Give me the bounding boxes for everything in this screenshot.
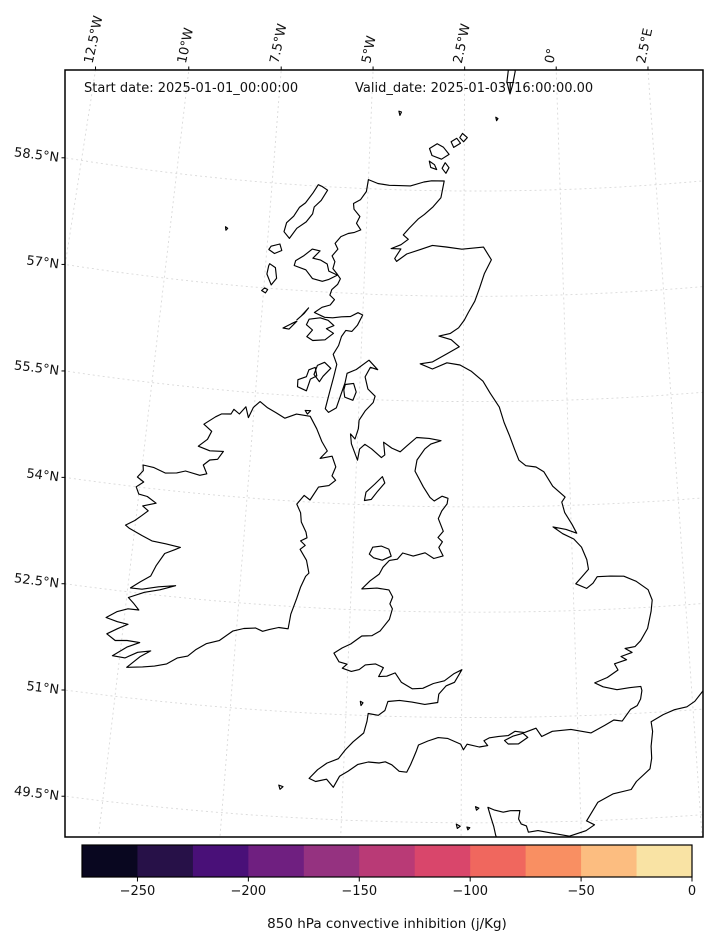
colorbar-segment xyxy=(82,845,138,877)
colorbar-segment xyxy=(248,845,305,877)
lat-tick-label: 57°N xyxy=(25,253,59,272)
gridline-meridian xyxy=(97,70,190,837)
longitude-axis: 12.5°W 10°W 7.5°W 5°W 2.5°W 0° 2.5°E xyxy=(82,14,656,70)
gridline-parallel xyxy=(65,795,703,824)
coastline-fair-isle xyxy=(495,116,499,122)
valid-date-title: Valid_date: 2025-01-03T16:00:00.00 xyxy=(355,81,594,96)
coastline-france-coast xyxy=(487,689,703,837)
colorbar-segment xyxy=(359,845,416,877)
colorbar-segment xyxy=(303,845,360,877)
coastline-coll xyxy=(296,307,310,321)
colorbar-segment xyxy=(414,845,471,877)
lon-tick-label: 7.5°W xyxy=(267,22,290,64)
coastline-islay xyxy=(296,366,318,392)
colorbar-tick-label: −150 xyxy=(341,884,377,899)
coastline-north-uist xyxy=(268,243,283,255)
colorbar: −250 −200 −150 −100 −50 0 xyxy=(81,844,696,899)
start-date-title: Start date: 2025-01-01_00:00:00 xyxy=(84,81,299,96)
plot-background xyxy=(65,70,703,837)
colorbar-segment xyxy=(581,845,638,877)
coastline-alderney xyxy=(474,806,480,811)
gridline-meridian xyxy=(65,70,96,269)
coastline-great-britain xyxy=(308,179,653,788)
coastline-rathlin xyxy=(304,409,312,415)
coastline-sark xyxy=(466,826,471,831)
gridline-parallel xyxy=(65,583,703,613)
coastline-skye xyxy=(293,248,338,282)
colorbar-tick-label: −250 xyxy=(120,884,156,899)
gridline-meridian xyxy=(555,70,582,837)
colorbar-segment xyxy=(470,845,527,877)
coastline-north-sea-islet xyxy=(398,110,403,116)
colorbar-segment xyxy=(636,845,693,877)
lat-tick-label: 52.5°N xyxy=(13,571,60,591)
colorbar-label: 850 hPa convective inhibition (j/Kg) xyxy=(267,916,507,932)
latitude-axis: 58.5°N 57°N 55.5°N 54°N 52.5°N 51°N 49.5°N xyxy=(13,145,65,804)
lon-tick-label: 10°W xyxy=(175,26,197,64)
coastline-orkney-ne-isle-2 xyxy=(459,132,468,143)
lat-tick-label: 54°N xyxy=(25,466,59,485)
coastline-orkney-mainland xyxy=(428,143,450,160)
gridline-meridian xyxy=(219,70,282,837)
axes-border xyxy=(64,69,704,838)
coastline-jura xyxy=(313,361,332,383)
colorbar-tick-label: −200 xyxy=(231,884,267,899)
coastline-shetland-south-tip xyxy=(506,70,516,95)
lat-tick-label: 49.5°N xyxy=(13,784,60,804)
lat-tick-label: 58.5°N xyxy=(13,145,60,165)
colorbar-tick-label: −100 xyxy=(452,884,488,899)
coastline-isle-of-man xyxy=(363,476,386,502)
gridline-parallel xyxy=(65,689,703,718)
gridline-meridian xyxy=(647,70,703,837)
coastline-isle-of-wight xyxy=(503,732,529,745)
colorbar-outline xyxy=(81,844,693,878)
gridline-parallel xyxy=(65,476,703,508)
coastline-lewis-harris xyxy=(283,184,329,239)
coastline-south-uist xyxy=(266,263,278,286)
coastline-barra xyxy=(261,287,269,294)
lat-tick-label: 51°N xyxy=(25,679,59,698)
lon-tick-label: 2.5°W xyxy=(451,22,474,64)
lon-tick-label: 0° xyxy=(542,47,560,65)
colorbar-tick-label: −50 xyxy=(567,884,594,899)
coastline-hoy xyxy=(428,160,438,171)
coastline-mull xyxy=(305,317,335,342)
gridline-meridian xyxy=(340,70,374,837)
coastline-south-ronaldsay xyxy=(441,162,450,174)
coastline-lundy xyxy=(359,700,364,707)
lon-tick-label: 2.5°E xyxy=(634,27,656,65)
lat-tick-label: 55.5°N xyxy=(13,358,60,378)
colorbar-segment xyxy=(525,845,582,877)
coastline-scilly xyxy=(278,784,284,790)
coastline-anglesey xyxy=(368,545,392,561)
lon-tick-label: 12.5°W xyxy=(82,14,107,65)
coastlines xyxy=(105,70,703,837)
coastline-arran xyxy=(343,382,357,401)
coastline-guernsey xyxy=(455,823,461,829)
coastline-tiree xyxy=(282,320,298,330)
colorbar-tick-label: 0 xyxy=(688,884,696,899)
coastline-orkney-ne-isle-1 xyxy=(450,137,462,148)
lon-tick-label: 5°W xyxy=(359,35,379,65)
coastline-ireland xyxy=(105,401,337,668)
colorbar-segment xyxy=(192,845,249,877)
colorbar-segment xyxy=(137,845,194,877)
coastline-st-kilda xyxy=(224,226,229,231)
